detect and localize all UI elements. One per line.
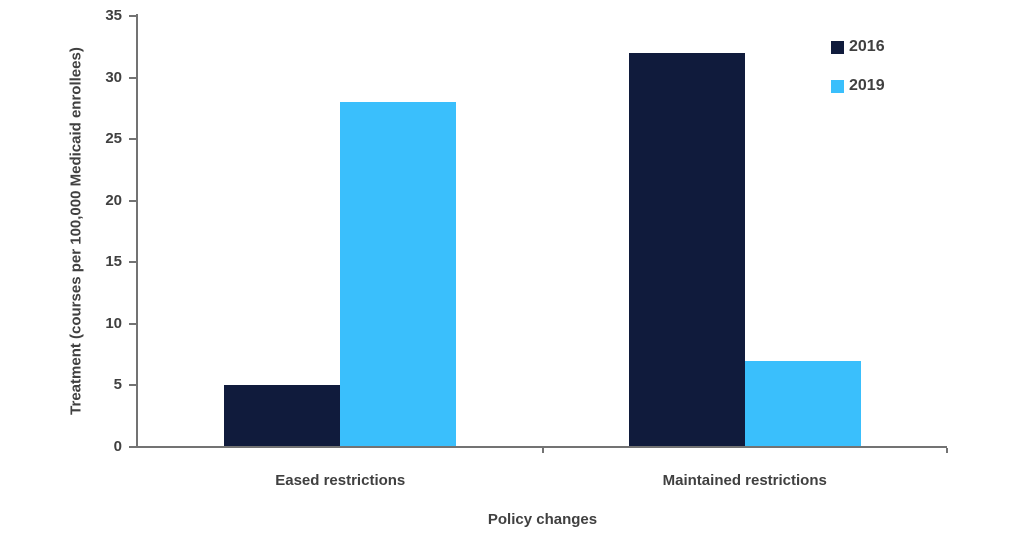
- bar-2016-maintained-restrictions: [628, 52, 745, 447]
- y-tick-mark: [129, 138, 136, 141]
- y-tick-label: 35: [105, 7, 122, 24]
- y-tick-mark: [129, 446, 136, 448]
- y-tick-mark: [129, 199, 136, 202]
- category-label-maintained-restrictions: Maintained restrictions: [662, 472, 827, 489]
- y-tick-label: 10: [105, 314, 122, 332]
- y-tick-label: 15: [105, 253, 122, 271]
- legend-swatch-2016: [831, 40, 844, 54]
- y-tick-mark: [129, 384, 136, 387]
- y-tick-mark: [129, 322, 136, 325]
- legend-swatch-2019: [831, 79, 844, 93]
- y-axis-title: Treatment (courses per 100,000 Medicaid …: [67, 47, 85, 415]
- legend-item-2016: 2016: [831, 38, 885, 56]
- y-tick-label: 30: [105, 68, 122, 86]
- y-tick-label: 25: [105, 130, 122, 148]
- bar-2019-eased-restrictions: [340, 102, 457, 447]
- y-tick-label: 0: [113, 438, 122, 455]
- legend-item-2019: 2019: [831, 77, 885, 95]
- x-axis-line: [136, 446, 947, 448]
- legend: 2016 2019: [831, 38, 885, 116]
- y-tick-label: 20: [105, 191, 122, 209]
- y-tick-label: 5: [113, 376, 122, 394]
- bar-2019-maintained-restrictions: [744, 360, 861, 447]
- y-axis-line: [136, 14, 138, 448]
- y-tick-mark: [129, 15, 136, 17]
- x-tick-mark: [541, 448, 544, 453]
- y-tick-mark: [129, 76, 136, 79]
- legend-label-2016: 2016: [849, 38, 885, 55]
- legend-label-2019: 2019: [849, 77, 885, 94]
- y-tick-mark: [129, 261, 136, 264]
- category-label-eased-restrictions: Eased restrictions: [275, 472, 406, 489]
- plot-area: [138, 16, 947, 447]
- x-axis-title: Policy changes: [487, 511, 598, 528]
- bar-2016-eased-restrictions: [224, 385, 341, 447]
- x-tick-mark: [946, 448, 948, 453]
